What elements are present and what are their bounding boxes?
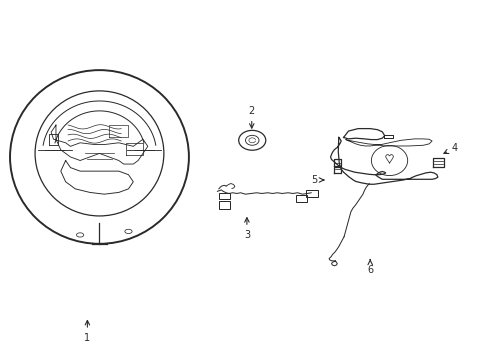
Bar <box>219 201 229 209</box>
Text: 1: 1 <box>84 320 90 343</box>
Bar <box>306 190 317 197</box>
Text: 3: 3 <box>244 218 249 240</box>
Bar <box>219 193 229 199</box>
Text: 4: 4 <box>443 143 457 153</box>
Text: 6: 6 <box>366 260 372 275</box>
Text: 2: 2 <box>248 106 254 128</box>
Bar <box>295 195 307 202</box>
Text: 5: 5 <box>311 175 323 185</box>
